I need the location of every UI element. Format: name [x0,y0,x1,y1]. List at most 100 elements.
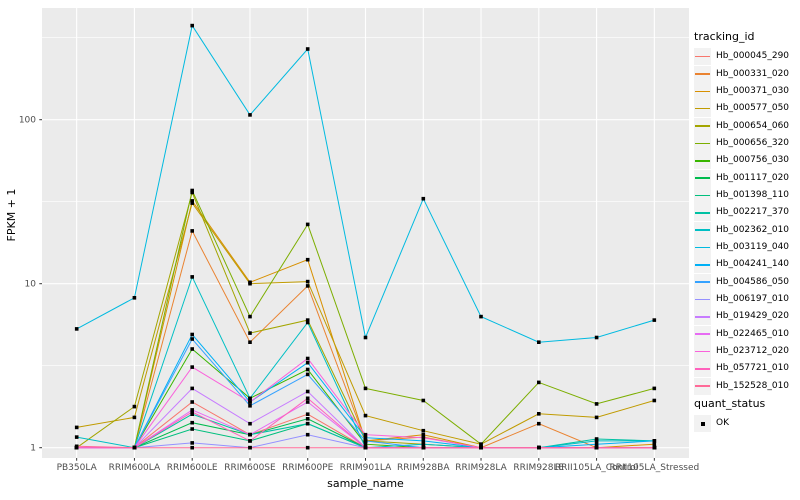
legend-entry-label: Hb_022465_010 [716,328,790,339]
legend-entry-label: Hb_000045_290 [716,51,790,62]
data-point-marker [305,372,310,377]
x-tick-label: RRII105LA_Stressed [609,463,699,473]
legend-entry-label: Hb_000756_030 [716,155,790,166]
data-point-marker [190,420,194,425]
data-point-marker [421,442,426,446]
data-point-marker [190,275,194,279]
legend-entry-label: Hb_002217_370 [716,207,790,218]
data-point-marker [248,445,252,450]
data-point-marker [479,314,483,319]
legend-item-list: Hb_000045_290 Hb_000331_020 Hb_000371_030 H… [694,48,789,395]
legend-key-line-icon [695,316,710,318]
data-point-marker [132,404,137,409]
data-point-marker [652,445,657,450]
data-point-marker [248,340,252,344]
data-point-marker [190,347,194,351]
data-point-marker [190,427,194,431]
data-point-marker [305,360,310,365]
legend-entry: Hb_001117_020 [694,169,790,187]
data-point-marker [248,331,252,335]
data-point-marker [421,445,426,450]
data-point-marker [305,400,310,404]
data-point-marker [248,400,252,404]
legend-key-line-icon [695,229,710,231]
data-point-marker [190,400,194,404]
x-tick-label: RRIM600LE [167,463,218,473]
data-point-marker [479,442,483,446]
data-point-marker [74,435,79,439]
data-point-marker [132,415,137,420]
legend-entry-label: Hb_001398_110 [716,189,790,200]
legend-entry: Hb_152528_010 [694,377,789,395]
x-tick-label: RRIM928BA [397,463,450,473]
legend-key-swatch [694,290,711,308]
data-point-marker [132,296,137,300]
data-point-marker [363,439,368,443]
data-point-marker [248,439,252,443]
legend-entry: Hb_004586_050 [694,273,790,291]
legend2-item-list: OK [694,415,765,433]
legend-entry-label: Hb_003119_040 [716,241,790,252]
data-point-marker [132,445,137,450]
legend-key-line-icon [695,177,710,179]
data-point-marker [305,421,310,426]
data-point-marker [305,389,310,394]
legend-key-line-icon [695,298,710,301]
legend-entry-label: Hb_000656_320 [716,137,790,148]
y-axis-title: FPKM + 1 [5,189,18,242]
legend-key-line-icon [695,368,710,370]
data-point-marker [363,335,368,340]
legend-key-swatch [694,65,711,83]
legend-entry-label: Hb_000577_050 [716,103,790,114]
x-tick-label: RRII105LA_Control [555,463,638,473]
data-point-marker [190,445,194,450]
data-point-marker [248,432,252,437]
data-point-marker [190,365,194,369]
legend2-title: quant_status [694,397,766,410]
legend-entry: Hb_000756_030 [694,152,790,170]
legend-title: tracking_id [694,30,755,43]
data-point-marker [248,281,252,286]
legend-entry: Hb_003119_040 [694,238,790,256]
legend-entry: Hb_057721_010 [694,360,789,378]
legend-key-line-icon [695,350,710,353]
legend-entry: Hb_001398_110 [694,186,790,204]
legend-key-swatch [694,186,711,204]
x-axis-title: sample_name [327,477,404,490]
legend-key-line-icon [695,107,710,110]
legend-key-line-icon [695,142,710,145]
data-point-marker [652,318,657,322]
legend-entry-label: Hb_004586_050 [716,276,790,287]
x-tick-label: PB350LA [57,463,98,473]
legend-entry: Hb_000045_290 [694,48,790,66]
data-point-marker [421,196,426,201]
data-point-marker [305,445,310,450]
data-point-marker [537,421,541,426]
data-point-marker [652,386,657,391]
data-point-marker [190,410,194,414]
legend-entry: Hb_000654_060 [694,117,789,135]
data-point-marker [190,412,194,416]
y-tick-label: 1 [30,444,36,454]
data-point-marker [305,432,310,437]
legend-key-swatch [694,377,711,395]
legend-key-swatch [694,117,711,135]
data-point-marker [248,404,252,408]
quant-status-label: OK [716,418,729,429]
data-point-marker [74,444,79,449]
legend-entry-label: Hb_001117_020 [716,172,790,183]
data-point-marker [190,201,194,205]
data-point-marker [248,314,252,319]
legend-entry-label: Hb_004241_140 [716,259,790,270]
legend-key-line-icon [695,246,710,249]
legend-key-swatch [694,415,711,433]
legend-key-swatch [694,273,711,291]
legend-key-line-icon [695,194,710,197]
data-point-marker [305,222,310,227]
data-point-marker [363,445,368,450]
legend-key-swatch [694,256,711,274]
data-point-marker [305,417,310,421]
legend-key-swatch [694,325,711,343]
x-tick-label: RRIM600PE [282,463,334,473]
